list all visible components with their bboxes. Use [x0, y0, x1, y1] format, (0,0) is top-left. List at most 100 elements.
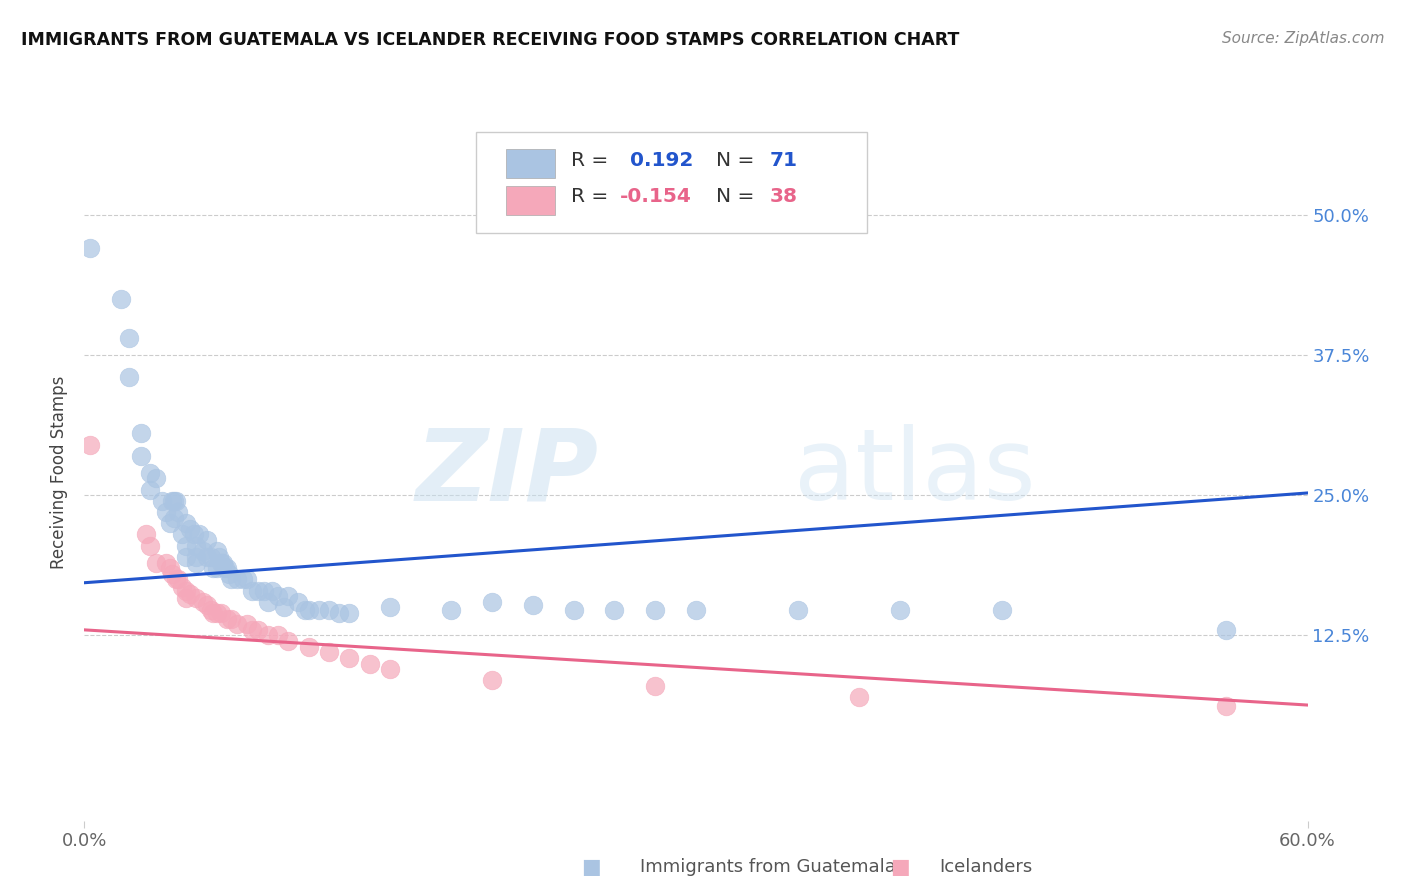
- Point: [359, 657, 381, 671]
- Point: [191, 544, 214, 558]
- Text: R =: R =: [571, 187, 614, 207]
- Point: [205, 561, 228, 575]
- Point: [1215, 623, 1237, 637]
- Point: [186, 539, 208, 553]
- Text: atlas: atlas: [794, 425, 1035, 521]
- Point: [267, 628, 290, 642]
- Text: N =: N =: [716, 187, 761, 207]
- Point: [118, 370, 141, 384]
- Point: [176, 583, 198, 598]
- Point: [212, 556, 235, 570]
- Text: Source: ZipAtlas.com: Source: ZipAtlas.com: [1222, 31, 1385, 46]
- Point: [165, 493, 187, 508]
- Point: [380, 662, 402, 676]
- Point: [200, 602, 222, 616]
- Point: [163, 493, 186, 508]
- Point: [257, 595, 280, 609]
- Text: ZIP: ZIP: [415, 425, 598, 521]
- Point: [380, 600, 402, 615]
- Point: [150, 493, 173, 508]
- Point: [131, 426, 153, 441]
- Point: [294, 602, 316, 616]
- Point: [214, 561, 236, 575]
- Point: [1215, 699, 1237, 714]
- Point: [145, 556, 167, 570]
- Point: [172, 580, 194, 594]
- Point: [160, 493, 183, 508]
- Point: [172, 527, 194, 541]
- Text: R =: R =: [571, 151, 614, 169]
- Point: [79, 438, 101, 452]
- Point: [155, 556, 177, 570]
- Point: [277, 634, 299, 648]
- Point: [685, 602, 707, 616]
- Point: [205, 606, 228, 620]
- Point: [165, 573, 187, 587]
- Point: [195, 598, 218, 612]
- Point: [209, 556, 232, 570]
- Text: 38: 38: [769, 187, 797, 207]
- Text: IMMIGRANTS FROM GUATEMALA VS ICELANDER RECEIVING FOOD STAMPS CORRELATION CHART: IMMIGRANTS FROM GUATEMALA VS ICELANDER R…: [21, 31, 959, 49]
- Point: [176, 549, 198, 564]
- Text: N =: N =: [716, 151, 761, 169]
- Point: [328, 606, 350, 620]
- Y-axis label: Receiving Food Stamps: Receiving Food Stamps: [51, 376, 69, 569]
- Point: [218, 566, 240, 581]
- FancyBboxPatch shape: [506, 149, 555, 178]
- Point: [79, 241, 101, 255]
- Point: [253, 583, 276, 598]
- Point: [522, 598, 544, 612]
- Point: [318, 645, 340, 659]
- Point: [246, 583, 269, 598]
- Point: [145, 471, 167, 485]
- Point: [201, 561, 224, 575]
- Point: [562, 602, 585, 616]
- Point: [848, 690, 870, 705]
- Point: [176, 591, 198, 606]
- Point: [159, 516, 181, 531]
- Point: [176, 539, 198, 553]
- Point: [208, 549, 231, 564]
- Point: [273, 600, 295, 615]
- Point: [226, 573, 249, 587]
- Point: [201, 606, 224, 620]
- Text: 71: 71: [769, 151, 797, 169]
- Point: [287, 595, 309, 609]
- Point: [138, 466, 160, 480]
- Point: [257, 628, 280, 642]
- Point: [260, 583, 283, 598]
- Point: [267, 589, 290, 603]
- Point: [110, 292, 132, 306]
- Text: Icelanders: Icelanders: [939, 858, 1032, 876]
- FancyBboxPatch shape: [506, 186, 555, 215]
- Point: [167, 505, 190, 519]
- Point: [787, 602, 810, 616]
- Point: [644, 679, 666, 693]
- Point: [481, 673, 503, 688]
- Point: [217, 561, 239, 575]
- Text: ■: ■: [581, 857, 600, 877]
- Point: [187, 527, 209, 541]
- Point: [135, 527, 157, 541]
- Point: [160, 566, 183, 581]
- Point: [232, 573, 254, 587]
- Point: [236, 573, 259, 587]
- Point: [440, 602, 463, 616]
- Point: [138, 483, 160, 497]
- Point: [226, 617, 249, 632]
- Text: ■: ■: [890, 857, 910, 877]
- Point: [339, 606, 361, 620]
- Point: [138, 539, 160, 553]
- Point: [217, 612, 239, 626]
- Point: [179, 522, 201, 536]
- Point: [195, 533, 218, 547]
- Point: [219, 612, 242, 626]
- Text: -0.154: -0.154: [620, 187, 692, 207]
- FancyBboxPatch shape: [475, 132, 868, 233]
- Point: [246, 623, 269, 637]
- Point: [179, 587, 201, 601]
- Point: [240, 583, 263, 598]
- Point: [200, 549, 222, 564]
- Point: [308, 602, 330, 616]
- Point: [318, 602, 340, 616]
